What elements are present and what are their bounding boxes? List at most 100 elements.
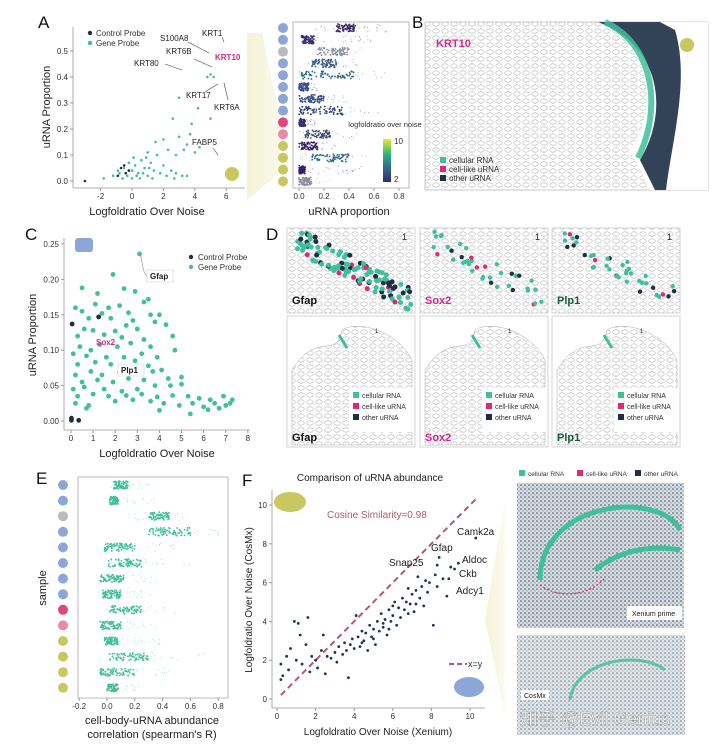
data-point bbox=[162, 607, 164, 609]
transcript-dot bbox=[670, 284, 676, 289]
data-point bbox=[318, 48, 320, 51]
data-point bbox=[118, 628, 120, 630]
legend-bg bbox=[614, 388, 678, 432]
data-point bbox=[347, 172, 349, 174]
transcript-dot bbox=[571, 243, 576, 248]
data-point bbox=[352, 30, 354, 33]
transcript-dot bbox=[469, 258, 474, 264]
label-gfap: Gfap bbox=[431, 543, 453, 554]
data-point bbox=[129, 544, 131, 546]
tissue-icon bbox=[278, 58, 288, 69]
data-point bbox=[120, 574, 122, 576]
data-point bbox=[351, 28, 354, 30]
data-point bbox=[152, 638, 154, 640]
data-point bbox=[122, 166, 126, 170]
data-point bbox=[309, 143, 311, 145]
data-point bbox=[109, 687, 111, 689]
data-point bbox=[342, 52, 344, 54]
data-point bbox=[134, 564, 137, 567]
data-point bbox=[303, 123, 305, 125]
data-point bbox=[187, 533, 189, 535]
data-point bbox=[351, 59, 353, 61]
transcript-dot bbox=[294, 246, 300, 252]
transcript-dot bbox=[432, 229, 437, 234]
data-point bbox=[377, 23, 379, 25]
data-point bbox=[122, 487, 125, 490]
data-point bbox=[313, 107, 315, 109]
data-point bbox=[134, 543, 136, 545]
data-point bbox=[342, 95, 344, 97]
data-point bbox=[323, 132, 325, 134]
data-point bbox=[310, 179, 312, 181]
data-point bbox=[125, 591, 127, 593]
data-point bbox=[302, 180, 305, 182]
data-point bbox=[306, 616, 310, 619]
y-tick-label: 0.05 bbox=[43, 382, 59, 391]
transcript-dot bbox=[470, 268, 475, 274]
data-point bbox=[311, 156, 314, 159]
data-point bbox=[115, 544, 118, 547]
data-point bbox=[314, 146, 317, 149]
data-point bbox=[111, 574, 114, 577]
data-point bbox=[111, 606, 114, 608]
data-point bbox=[159, 531, 162, 534]
label-gfap: Gfap bbox=[150, 272, 168, 281]
data-point bbox=[107, 589, 109, 592]
data-point bbox=[118, 575, 120, 578]
data-point bbox=[330, 49, 332, 51]
data-point bbox=[117, 690, 119, 692]
data-point bbox=[121, 481, 123, 483]
data-point bbox=[118, 581, 121, 583]
data-point bbox=[144, 156, 148, 159]
data-point bbox=[312, 130, 315, 133]
strip-row bbox=[298, 117, 317, 128]
data-point bbox=[329, 110, 332, 113]
data-point bbox=[163, 667, 165, 669]
data-point bbox=[115, 658, 117, 660]
data-point bbox=[133, 624, 135, 626]
data-point bbox=[133, 547, 135, 550]
data-point bbox=[121, 354, 127, 360]
data-point bbox=[135, 566, 137, 568]
data-point bbox=[323, 143, 325, 145]
data-point bbox=[133, 164, 137, 167]
data-point bbox=[391, 604, 395, 608]
data-point bbox=[127, 161, 131, 165]
data-point bbox=[212, 529, 214, 531]
data-point bbox=[121, 286, 127, 292]
data-point bbox=[128, 628, 130, 630]
data-point bbox=[188, 564, 190, 566]
data-point bbox=[311, 89, 313, 91]
data-point bbox=[120, 673, 123, 675]
data-point bbox=[121, 668, 123, 670]
data-point bbox=[125, 609, 128, 612]
data-point bbox=[144, 641, 146, 643]
data-point bbox=[325, 130, 327, 132]
data-point bbox=[306, 118, 308, 120]
data-point bbox=[178, 530, 180, 532]
x-tick-label: 2 bbox=[313, 712, 318, 721]
data-point bbox=[104, 590, 107, 593]
data-point bbox=[329, 158, 332, 161]
data-point bbox=[112, 627, 115, 630]
data-point bbox=[144, 659, 146, 661]
data-point bbox=[138, 606, 140, 609]
transcript-dot bbox=[355, 265, 361, 271]
data-point bbox=[112, 621, 115, 623]
data-point bbox=[106, 581, 108, 583]
data-point bbox=[126, 376, 131, 381]
tissue-icon bbox=[278, 152, 288, 163]
data-point bbox=[359, 110, 361, 112]
data-point bbox=[69, 417, 74, 423]
legend: cellular RNA cell-like uRNA other uRNA bbox=[440, 156, 500, 183]
data-point bbox=[349, 154, 351, 156]
data-point bbox=[128, 560, 131, 562]
data-point bbox=[416, 575, 420, 579]
x-tick-label: 3 bbox=[135, 434, 140, 443]
data-point bbox=[119, 591, 121, 594]
data-point bbox=[312, 97, 315, 100]
data-point bbox=[141, 337, 147, 342]
data-point bbox=[412, 610, 416, 614]
legend-item: cellular RNA bbox=[495, 393, 534, 400]
